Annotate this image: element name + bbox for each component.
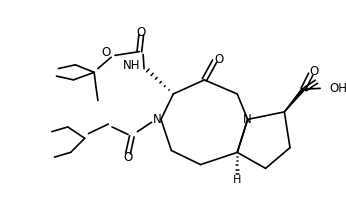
Text: O: O [137,26,146,39]
Text: H: H [233,175,242,185]
Text: O: O [124,150,133,164]
Text: O: O [215,53,224,66]
Text: OH: OH [329,82,346,95]
Text: N: N [243,113,252,126]
Text: O: O [101,46,110,59]
Text: O: O [310,65,319,78]
Text: NH: NH [123,59,140,72]
Polygon shape [284,88,304,112]
Text: N: N [153,113,162,126]
